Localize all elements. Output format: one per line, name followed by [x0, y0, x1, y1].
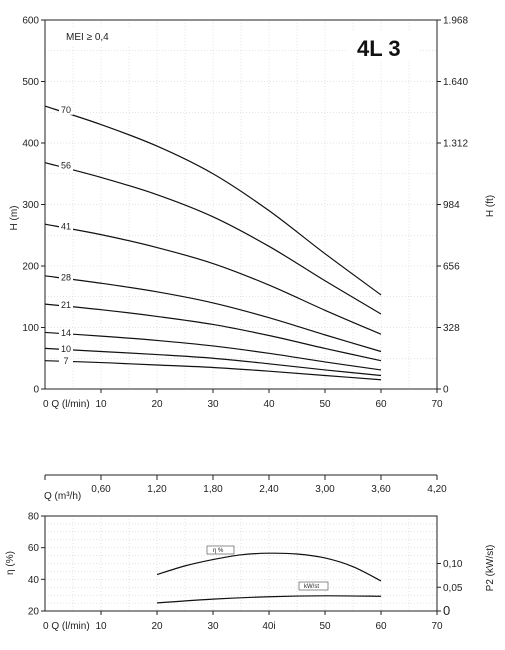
head-y-right-tick-label: 328: [443, 323, 460, 334]
efficiency-y-tick-label: 20: [28, 607, 40, 618]
flow-m3h-ticks: 0,60 1,20 1,80 2,40 3,00 3,60 4,20: [44, 475, 447, 495]
efficiency-x-tick-label: 40i: [262, 621, 275, 632]
head-curve-labels: 70 56 41 28 21 14 10 7: [59, 104, 73, 367]
head-chart-grid: [45, 20, 437, 389]
head-y-tick-label: 600: [22, 16, 39, 27]
power-y-tick-label: 0,05: [443, 583, 463, 594]
head-curve-label-bg: [59, 328, 73, 339]
head-curve-41: [44, 223, 382, 335]
head-chart: 0 100 200 300 400 500 600 0 328 656 984 1.312 1.640 1…: [9, 16, 496, 411]
head-curve-label-21: 21: [61, 300, 71, 310]
head-x-tick-label: 50: [319, 399, 331, 410]
head-x-tick-label: 60: [375, 399, 387, 410]
flow-m3h-tick-label: 4,20: [427, 484, 447, 495]
head-y-tick-label: 0: [33, 385, 39, 396]
head-curve-label-bg: [59, 300, 73, 311]
head-curve-label-bg: [59, 160, 73, 171]
head-curves: [44, 105, 382, 381]
head-y-label-right: H (ft): [485, 195, 496, 217]
efficiency-x-tick-label: 20: [151, 621, 163, 632]
flow-m3h-axis: 0,60 1,20 1,80 2,40 3,00 3,60 4,20 Q (m³/h): [44, 474, 447, 502]
head-curve-7: [44, 360, 382, 381]
power-y-label: P2 (kW/st): [485, 545, 496, 592]
head-y-tick-label: 300: [22, 200, 39, 211]
efficiency-tag-box: [206, 545, 235, 555]
efficiency-x-tick-label: 70: [431, 621, 443, 632]
head-curve-label-bg: [59, 344, 73, 355]
head-x-tick-label: 10: [95, 399, 107, 410]
efficiency-y-tick-label: 80: [28, 512, 40, 523]
efficiency-chart-ticks: 20 40 60 80 0 0,05 0,10 10 20 30 40i 50 60 70: [28, 512, 463, 633]
flow-m3h-label: Q (m³/h): [44, 491, 81, 502]
head-curve-21: [44, 303, 382, 362]
head-x-tick-label: 30: [207, 399, 219, 410]
head-y-tick-label: 500: [22, 77, 39, 88]
model-box: [346, 32, 420, 62]
mei-box: [62, 29, 132, 45]
efficiency-power-chart: 20 40 60 80 0 0,05 0,10 10 20 30 40i 50 60 70 η % kW/…: [5, 512, 496, 633]
model-title: 4L 3: [357, 36, 401, 61]
head-y-label-left: H (m): [9, 206, 20, 231]
head-x-label: 0 Q (l/min): [43, 399, 90, 410]
head-y-right-tick-label: 984: [443, 200, 460, 211]
flow-m3h-tick-label: 1,80: [203, 484, 223, 495]
head-chart-ticks: 0 100 200 300 400 500 600 0 328 656 984 1.312 1.640 1…: [22, 16, 468, 411]
efficiency-curve: [156, 552, 382, 582]
head-y-tick-label: 200: [22, 262, 39, 273]
power-curve: [156, 595, 382, 604]
head-y-right-tick-label: 0: [443, 385, 449, 396]
head-x-tick-label: 40: [263, 399, 275, 410]
head-curve-label-bg: [59, 221, 73, 232]
head-curve-label-56: 56: [61, 161, 71, 171]
head-x-tick-label: 70: [431, 399, 443, 410]
head-curve-14: [44, 331, 382, 371]
efficiency-x-tick-label: 10: [95, 621, 107, 632]
head-curve-label-70: 70: [61, 105, 71, 115]
head-curve-label-10: 10: [61, 344, 71, 354]
head-y-tick-label: 100: [22, 323, 39, 334]
efficiency-x-tick-label: 50: [319, 621, 331, 632]
mei-label: MEI ≥ 0,4: [66, 32, 109, 43]
efficiency-tag: η %: [213, 548, 224, 554]
power-y-tick-label: 0: [443, 603, 450, 618]
head-curve-label-41: 41: [61, 221, 71, 231]
efficiency-y-label: η (%): [5, 551, 16, 575]
head-y-right-tick-label: 1.640: [443, 77, 468, 88]
head-curve-28: [44, 275, 382, 353]
head-curve-label-bg: [59, 356, 73, 367]
power-tag: kW/st: [304, 584, 319, 590]
efficiency-x-tick-label: 30: [207, 621, 219, 632]
flow-m3h-tick-label: 2,40: [259, 484, 279, 495]
head-curve-label-28: 28: [61, 272, 71, 282]
efficiency-x-label: 0 Q (l/min): [43, 621, 90, 632]
power-y-tick-label: 0,10: [443, 559, 463, 570]
efficiency-y-tick-label: 60: [28, 543, 40, 554]
head-y-tick-label: 400: [22, 139, 39, 150]
flow-m3h-tick-label: 0,60: [91, 484, 111, 495]
head-curve-label-7: 7: [63, 356, 68, 366]
head-x-tick-label: 20: [151, 399, 163, 410]
efficiency-power-curves: [156, 552, 382, 604]
head-y-right-tick-label: 1.968: [443, 16, 468, 27]
head-curve-label-bg: [59, 104, 73, 115]
flow-m3h-tick-label: 1,20: [147, 484, 167, 495]
head-curve-label-bg: [59, 272, 73, 283]
head-curve-label-14: 14: [61, 328, 71, 338]
head-y-right-tick-label: 656: [443, 262, 460, 273]
head-curve-56: [44, 162, 382, 315]
head-curve-70: [44, 105, 382, 296]
flow-m3h-tick-label: 3,60: [371, 484, 391, 495]
power-tag-box: [298, 581, 329, 591]
efficiency-x-tick-label: 60: [375, 621, 387, 632]
efficiency-y-tick-label: 40: [28, 575, 40, 586]
efficiency-chart-grid: [45, 516, 437, 611]
head-curve-10: [44, 347, 382, 377]
head-y-right-tick-label: 1.312: [443, 139, 468, 150]
flow-m3h-tick-label: 3,00: [315, 484, 335, 495]
